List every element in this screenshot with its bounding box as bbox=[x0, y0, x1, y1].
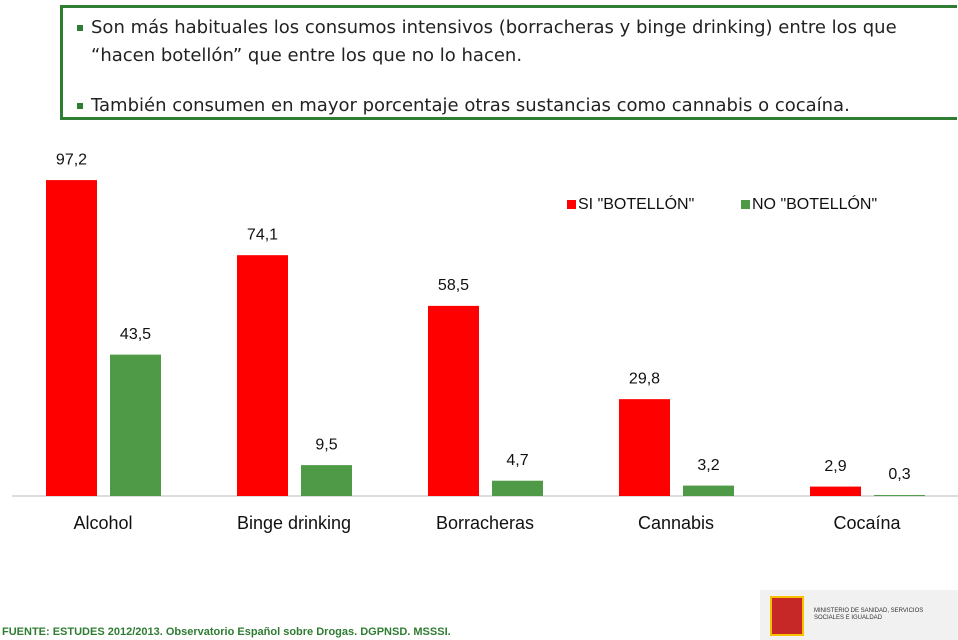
logo-shield bbox=[770, 596, 804, 636]
legend-label: SI "BOTELLÓN" bbox=[578, 194, 694, 213]
data-label: 0,3 bbox=[888, 466, 910, 483]
source: FUENTE: ESTUDES 2012/2013. Observatorio … bbox=[2, 626, 451, 638]
bar bbox=[237, 255, 288, 496]
bullet: Son más habituales los consumos intensiv… bbox=[77, 14, 927, 70]
data-label: 74,1 bbox=[247, 226, 278, 243]
x-tick-label: Cocaína bbox=[833, 513, 901, 533]
data-label: 29,8 bbox=[629, 370, 660, 387]
bar bbox=[810, 486, 861, 496]
chart: Alcohol 97,2 43,5 Binge drinking 74,1 9,5 Borr… bbox=[12, 151, 958, 533]
data-label: 4,7 bbox=[506, 452, 528, 469]
note-box: Son más habituales los consumos intensiv… bbox=[60, 5, 957, 120]
x-tick-label: Alcohol bbox=[73, 513, 132, 533]
bar bbox=[492, 480, 543, 496]
x-tick-label: Cannabis bbox=[638, 513, 714, 533]
bar bbox=[428, 305, 479, 496]
bar bbox=[683, 485, 734, 496]
data-label: 3,2 bbox=[697, 457, 719, 474]
bar bbox=[301, 465, 352, 496]
bar bbox=[874, 495, 925, 496]
logo-text: MINISTERIO DE SANIDAD, SERVICIOS SOCIALE… bbox=[814, 608, 924, 621]
legend-swatch bbox=[741, 200, 750, 209]
data-label: 58,5 bbox=[438, 277, 469, 294]
x-tick-label: Binge drinking bbox=[237, 513, 351, 533]
data-label: 43,5 bbox=[120, 326, 151, 343]
data-label: 9,5 bbox=[315, 436, 337, 453]
data-label: 2,9 bbox=[824, 458, 846, 475]
bar bbox=[46, 180, 97, 496]
bar bbox=[110, 354, 161, 496]
bar bbox=[619, 399, 670, 496]
bullet: También consumen en mayor porcentaje otr… bbox=[77, 92, 927, 120]
logo: MINISTERIO DE SANIDAD, SERVICIOS SOCIALE… bbox=[760, 590, 958, 640]
x-tick-label: Borracheras bbox=[436, 513, 534, 533]
legend-label: NO "BOTELLÓN" bbox=[752, 194, 877, 213]
data-label: 97,2 bbox=[56, 151, 87, 168]
legend-swatch bbox=[567, 200, 576, 209]
